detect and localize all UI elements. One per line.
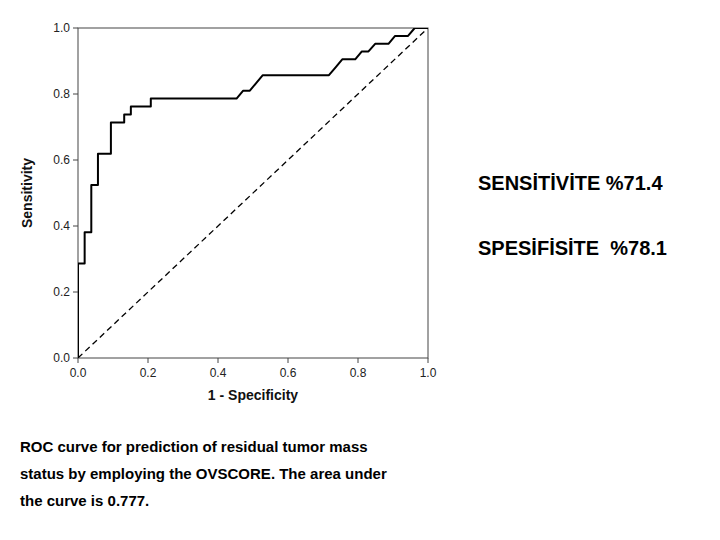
caption-line: the curve is 0.777. (20, 492, 149, 509)
y-tick-label: 0.2 (53, 285, 70, 299)
caption-line: status by employing the OVSCORE. The are… (20, 465, 387, 482)
annotation: SENSİTİVİTE %71.4 (478, 172, 663, 194)
plot-background (78, 28, 428, 358)
x-axis-label: 1 - Specificity (208, 387, 298, 403)
roc-curve (78, 28, 428, 358)
y-tick-label: 1.0 (53, 21, 70, 35)
y-tick-label: 0.8 (53, 87, 70, 101)
y-axis-label: Sensitivity (19, 158, 35, 228)
y-tick (73, 226, 78, 227)
caption-line: ROC curve for prediction of residual tum… (20, 438, 368, 455)
y-tick (73, 292, 78, 293)
x-tick-label: 0.4 (210, 366, 227, 380)
x-tick-label: 0.2 (140, 366, 157, 380)
y-tick-label: 0.0 (53, 351, 70, 365)
x-tick (78, 358, 79, 363)
x-tick-label: 0.8 (350, 366, 367, 380)
x-tick (148, 358, 149, 363)
x-tick-label: 1.0 (420, 366, 437, 380)
y-tick (73, 28, 78, 29)
axes: 0.0 0.2 0.4 0.6 0.8 1.0 0.0 0.2 0.4 0.6 0.8 1.0 (53, 21, 436, 380)
x-tick (288, 358, 289, 363)
x-tick (218, 358, 219, 363)
y-tick (73, 94, 78, 95)
y-tick-label: 0.6 (53, 153, 70, 167)
plot-frame (78, 28, 428, 358)
reference-line (78, 28, 428, 358)
y-tick (73, 358, 78, 359)
x-tick (358, 358, 359, 363)
chart: 0.0 0.2 0.4 0.6 0.8 1.0 0.0 0.2 0.4 0.6 0.8 1.0 1 - … (0, 0, 720, 540)
x-tick-label: 0.0 (70, 366, 87, 380)
x-tick-label: 0.6 (280, 366, 297, 380)
series-group (78, 28, 428, 358)
y-tick (73, 160, 78, 161)
y-tick-label: 0.4 (53, 219, 70, 233)
x-tick (428, 358, 429, 363)
annotation: SPESİFİSİTE %78.1 (478, 237, 667, 259)
